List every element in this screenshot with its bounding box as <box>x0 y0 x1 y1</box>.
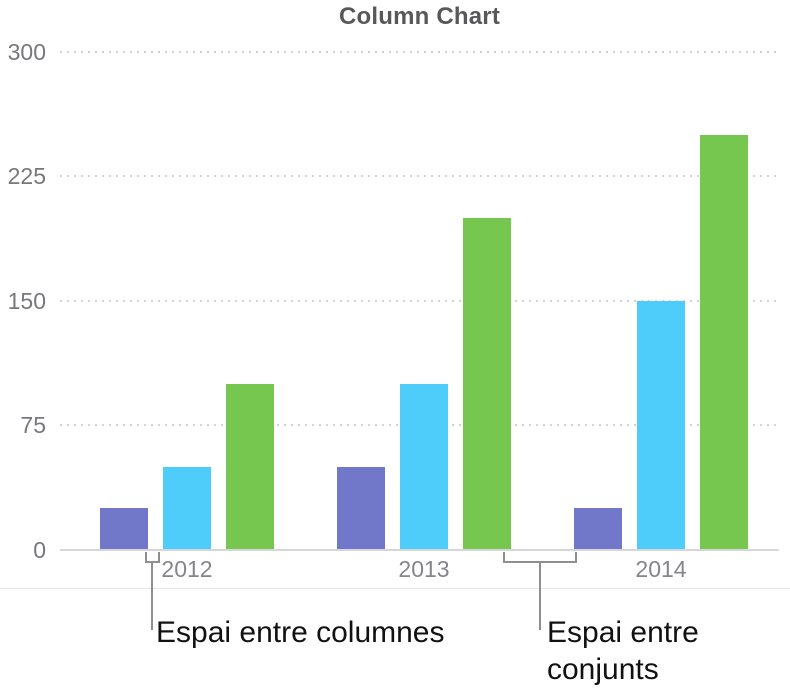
bar-series-3-green-2013 <box>463 217 511 550</box>
x-axis-category-label-2014: 2014 <box>635 556 687 582</box>
bar-series-2-cyan-2013 <box>400 383 448 550</box>
y-axis-tick-label-75: 75 <box>20 412 46 438</box>
gridline-150 <box>60 299 779 302</box>
y-axis-tick-label-300: 300 <box>7 38 46 65</box>
y-axis-tick-label-0: 0 <box>33 536 46 563</box>
x-axis-category-label-2012: 2012 <box>161 556 213 582</box>
bar-series-3-green-2014 <box>700 134 748 550</box>
group-gap-callout-line <box>539 561 541 630</box>
y-axis-tick-label-150: 150 <box>7 287 46 314</box>
x-axis-baseline <box>60 549 779 551</box>
bottom-divider-line <box>0 588 790 589</box>
bar-series-2-cyan-2012 <box>163 466 211 550</box>
bar-series-1-purple-2012 <box>100 508 148 550</box>
chart-title: Column Chart <box>338 3 501 30</box>
annotation-column-gap: Espai entre columnes <box>156 616 445 649</box>
column-gap-callout-line <box>151 561 153 630</box>
annotation-group-gap: Espai entre conjunts <box>547 616 699 686</box>
bar-series-1-purple-2014 <box>574 508 622 550</box>
bar-series-1-purple-2013 <box>337 466 385 550</box>
gridline-225 <box>60 175 779 177</box>
gridline-300 <box>60 50 779 53</box>
bar-series-2-cyan-2014 <box>637 300 685 550</box>
y-axis-tick-label-225: 225 <box>7 163 46 189</box>
bar-series-3-green-2012 <box>226 383 274 550</box>
x-axis-category-label-2013: 2013 <box>398 556 450 582</box>
